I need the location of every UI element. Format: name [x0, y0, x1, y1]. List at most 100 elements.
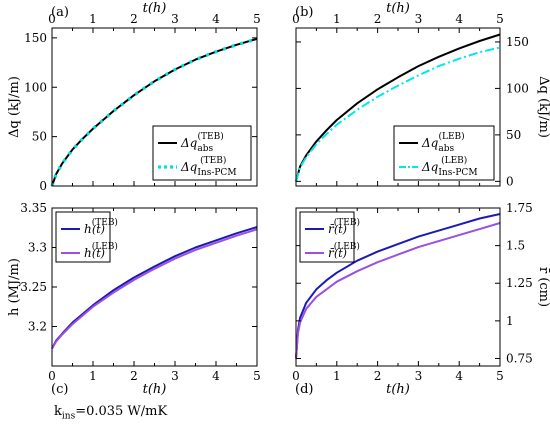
- legend-text-part: (t): [334, 247, 347, 260]
- x-tick-label: 0: [48, 369, 56, 383]
- legend-text-part: (LEB): [439, 131, 465, 142]
- legend-text-part: (TEB): [198, 131, 224, 142]
- legend-text-part: abs: [197, 144, 213, 154]
- x-tick-label: 5: [496, 369, 504, 383]
- y-tick-label: 100: [506, 81, 529, 95]
- legend-text-part: Δq: [180, 136, 198, 150]
- legend-box-b: [393, 125, 495, 181]
- y-tick-label: 1.25: [506, 276, 533, 290]
- legend-label-b-1: ΔqIns-PCM (LEB): [421, 155, 478, 178]
- x-tick-label: 4: [212, 369, 220, 383]
- legend-text-part: h: [84, 222, 92, 236]
- x-tick-label: 3: [415, 369, 423, 383]
- legend-label-c-0: h(TEB)(t): [84, 217, 118, 236]
- y-tick-label: 50: [32, 130, 47, 144]
- panel-label-a: (a): [51, 5, 69, 20]
- x-tick-label: 5: [253, 369, 261, 383]
- legend-text-part: r̄: [328, 222, 335, 236]
- series-line-d-0: [295, 213, 501, 359]
- footnote-symbol: k: [54, 404, 62, 419]
- x-axis-title: t(h): [386, 1, 410, 16]
- x-tick-label: 4: [455, 12, 463, 26]
- x-tick-label: 0: [292, 369, 300, 383]
- legend-text-part: (LEB): [92, 241, 118, 252]
- series-line-c-1: [51, 228, 258, 350]
- x-tick-label: 2: [374, 369, 382, 383]
- y-tick-label: 0: [39, 179, 47, 193]
- x-axis-title: t(h): [143, 1, 167, 16]
- legend-label-d-0: r̄(TEB)(t): [328, 217, 360, 236]
- legend-label-a-1: ΔqIns-PCM (TEB): [180, 155, 237, 178]
- legend-text-part: abs: [438, 144, 454, 154]
- footnote-value: =0.035 W/mK: [75, 404, 168, 419]
- y-tick-label: 50: [506, 128, 521, 142]
- legend-label-a-0: Δqabs (TEB): [180, 131, 224, 154]
- legend-text-part: Ins-PCM: [438, 168, 477, 178]
- x-tick-label: 3: [171, 369, 179, 383]
- series-line-d-1: [295, 222, 501, 359]
- legend-label-d-1: r̄(LEB)(t): [328, 241, 360, 260]
- x-tick-label: 5: [496, 12, 504, 26]
- x-tick-label: 2: [130, 369, 138, 383]
- legend-text-part: (t): [92, 247, 105, 260]
- legend-text-part: h: [84, 246, 92, 260]
- y-tick-label: 3.25: [20, 280, 47, 294]
- legend-label-c-1: h(LEB)(t): [84, 241, 118, 260]
- x-axis-title: t(h): [386, 382, 410, 397]
- y-tick-label: 150: [506, 35, 529, 49]
- y-tick-label: 0.75: [506, 351, 533, 365]
- legend-text-part: (t): [334, 223, 347, 236]
- x-tick-label: 0: [48, 12, 56, 26]
- series-line-b-0: [295, 33, 501, 182]
- legend-text-part: Δq: [180, 160, 198, 174]
- legend-text-part: (TEB): [92, 217, 118, 228]
- legend-text-part: Ins-PCM: [197, 168, 236, 178]
- y-tick-label: 100: [24, 80, 47, 94]
- x-axis-title: t(h): [143, 382, 167, 397]
- x-tick-label: 4: [455, 369, 463, 383]
- y-tick-label: 1: [506, 314, 514, 328]
- y-tick-label: 3.35: [20, 201, 47, 215]
- x-tick-label: 5: [253, 12, 261, 26]
- x-tick-label: 1: [89, 369, 97, 383]
- panel-c: 0 1 2 3 4 53.23.253.33.35t(h)h (MJ/m)(c)h(TEB…: [7, 201, 261, 397]
- panel-label-c: (c): [51, 382, 68, 397]
- legend-label-b-0: Δqabs (LEB): [421, 131, 465, 154]
- footnote-subscript: ins: [61, 411, 76, 422]
- panel-label-b: (b): [295, 5, 313, 20]
- x-tick-label: 1: [333, 369, 341, 383]
- x-tick-label: 3: [415, 12, 423, 26]
- panel-label-d: (d): [295, 382, 313, 397]
- x-tick-label: 4: [212, 12, 220, 26]
- legend-box-a: [152, 125, 252, 181]
- x-tick-label: 1: [333, 12, 341, 26]
- legend-text-part: Δq: [421, 136, 439, 150]
- x-tick-label: 1: [89, 12, 97, 26]
- footnote: kins=0.035 W/mK: [54, 404, 167, 422]
- series-line-a-1: [50, 37, 258, 187]
- legend-text-part: r̄: [328, 246, 335, 260]
- legend-text-part: (LEB): [441, 155, 467, 166]
- legend-text-part: (t): [92, 223, 105, 236]
- x-tick-label: 3: [171, 12, 179, 26]
- legend-text-part: Δq: [421, 160, 439, 174]
- y-axis-title: Δq (kJ/m): [7, 76, 22, 138]
- y-tick-label: 3.2: [28, 320, 47, 334]
- y-axis-title: r̄ (cm): [536, 267, 550, 307]
- y-axis-title: h (MJ/m): [7, 258, 22, 316]
- legend-text-part: (LEB): [334, 241, 360, 252]
- y-tick-label: 0: [506, 174, 514, 188]
- y-tick-label: 3.3: [28, 241, 47, 255]
- y-tick-label: 150: [24, 31, 47, 45]
- legend-text-part: (TEB): [200, 155, 226, 166]
- legend-text-part: (TEB): [334, 217, 360, 228]
- x-tick-label: 0: [292, 12, 300, 26]
- y-axis-title: Δq (kJ/m): [536, 76, 550, 138]
- x-tick-label: 2: [374, 12, 382, 26]
- series-line-b-1: [295, 46, 501, 182]
- y-tick-label: 1.5: [506, 239, 525, 253]
- x-tick-label: 2: [130, 12, 138, 26]
